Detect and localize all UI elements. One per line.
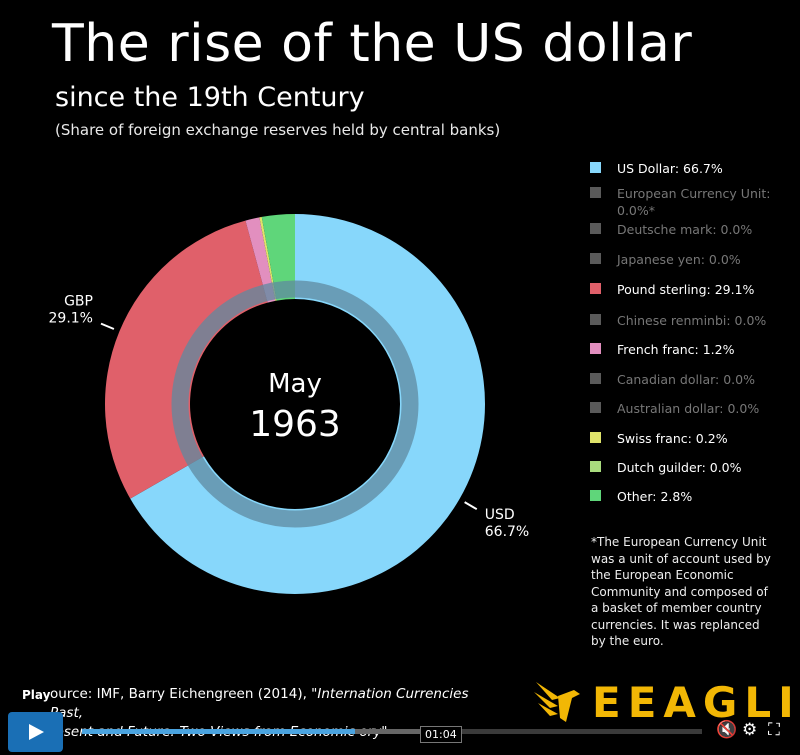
legend-swatch	[590, 373, 601, 384]
legend-label: Chinese renminbi: 0.0%	[617, 313, 767, 328]
legend-label: Deutsche mark: 0.0%	[617, 222, 753, 237]
legend-label: Dutch guilder: 0.0%	[617, 460, 742, 475]
legend-label: Australian dollar: 0.0%	[617, 401, 760, 416]
chart-title: The rise of the US dollar	[52, 14, 693, 74]
slice-swiss-franc	[259, 216, 277, 301]
legend-swatch	[590, 223, 601, 234]
label-leader-gbp	[100, 322, 115, 330]
slice-other	[261, 214, 295, 301]
legend-label: US Dollar: 66.7%	[617, 161, 723, 176]
legend-swatch	[590, 314, 601, 325]
legend-swatch	[590, 283, 601, 294]
time-tooltip: 01:04	[420, 726, 462, 743]
brand-logo: EEAGLI	[528, 676, 794, 727]
legend-swatch	[590, 187, 601, 198]
center-month: May	[268, 369, 322, 399]
footnote: *The European Currency Unit was a unit o…	[591, 535, 771, 648]
mute-icon[interactable]: 🔇	[716, 720, 738, 740]
legend-label: Pound sterling: 29.1%	[617, 282, 755, 297]
legend-swatch	[590, 461, 601, 472]
legend-swatch	[590, 253, 601, 264]
legend-label: European Currency Unit: 0.0%*	[617, 186, 771, 218]
legend-swatch	[590, 402, 601, 413]
slice-label-gbp-code: GBP	[64, 294, 93, 310]
slice-label-usd-code: USD	[485, 507, 515, 523]
legend-swatch	[590, 162, 601, 173]
play-icon	[29, 724, 44, 740]
slice-french-franc	[245, 217, 276, 303]
settings-icon[interactable]: ⚙	[742, 720, 758, 740]
legend-label: Canadian dollar: 0.0%	[617, 372, 755, 387]
chart-note: (Share of foreign exchange reserves held…	[55, 121, 501, 139]
legend-swatch	[590, 343, 601, 354]
legend-swatch	[590, 490, 601, 501]
slice-label-gbp-pct: 29.1%	[49, 311, 93, 327]
video-controls: Play 01:04 🔇 ⚙ ⛶	[0, 688, 800, 755]
progress-fill	[82, 729, 355, 734]
fullscreen-icon[interactable]: ⛶	[768, 720, 780, 740]
legend-label: Other: 2.8%	[617, 489, 693, 504]
legend-label: Japanese yen: 0.0%	[617, 252, 741, 267]
donut-inner-ring	[171, 280, 419, 528]
logo-text: EEAGLI	[592, 678, 800, 727]
chart-subtitle: since the 19th Century	[55, 82, 365, 113]
label-leader-usd	[464, 501, 478, 511]
legend-swatch	[590, 432, 601, 443]
progress-bar[interactable]: 01:04	[82, 726, 702, 743]
legend-label: Swiss franc: 0.2%	[617, 431, 728, 446]
center-year: 1963	[249, 404, 341, 445]
slice-label-usd-pct: 66.7%	[485, 524, 529, 540]
play-tooltip: Play	[22, 688, 51, 702]
source-prefix: ource: IMF, Barry Eichengreen (2014),	[50, 686, 312, 702]
play-button[interactable]	[8, 712, 63, 752]
legend-label: French franc: 1.2%	[617, 342, 735, 357]
eagle-icon	[534, 682, 580, 722]
